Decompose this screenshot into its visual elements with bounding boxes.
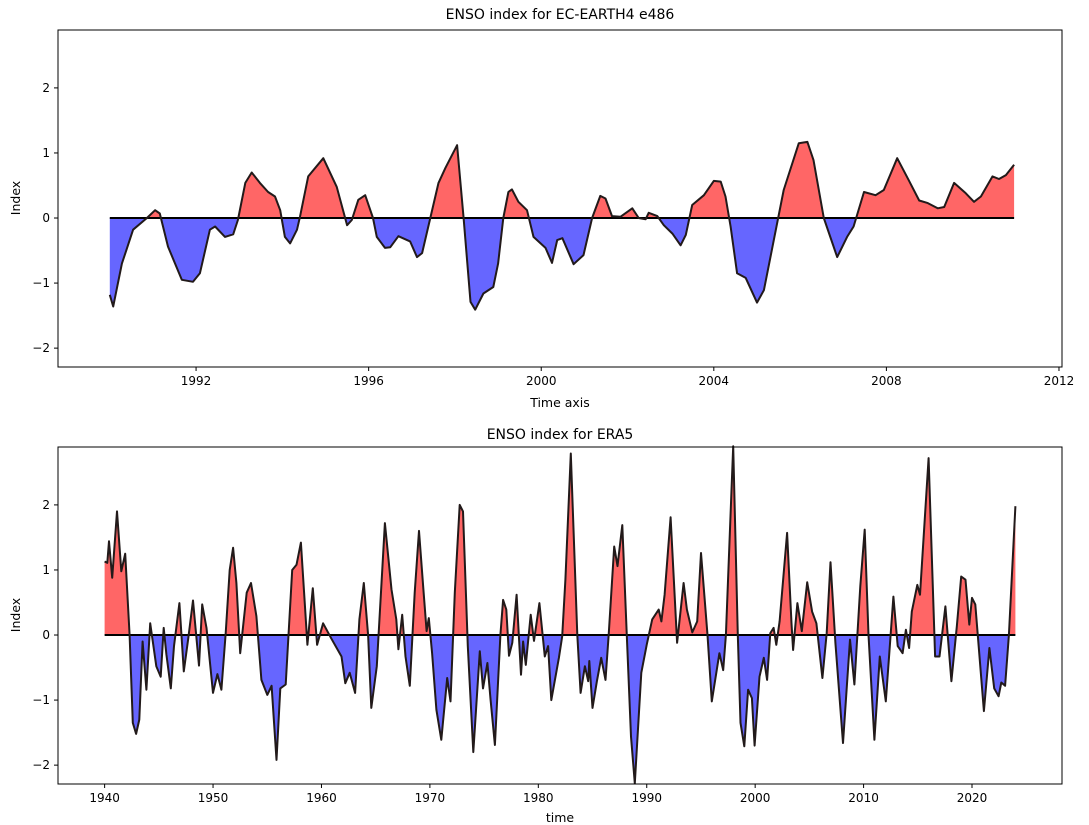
y-tick-label: 2 [42,81,50,95]
x-tick-label: 2008 [871,374,902,388]
x-tick-label: 2020 [957,791,988,805]
panel-era5: ENSO index for ERA5 time Index 1940 1950 1… [8,427,1063,825]
x-tick-label: 2012 [1044,374,1075,388]
x-tick-label: 1940 [89,791,120,805]
negative-area [109,218,857,310]
index-line [108,140,1015,311]
axes-frame [57,446,1063,785]
x-axis-label: time [546,810,575,825]
chart-title: ENSO index for EC-EARTH4 e486 [446,7,675,23]
x-tick-label: 1992 [181,374,212,388]
y-tick-label: 2 [42,498,50,512]
y-tick-label: 1 [42,563,50,577]
y-tick-label: 0 [42,211,50,225]
y-tick-label: −1 [32,693,50,707]
x-tick-label: 2000 [740,791,771,805]
x-axis-label: Time axis [529,395,590,410]
x-tick-label: 1996 [353,374,384,388]
y-axis-label: Index [8,598,23,632]
x-tick-label: 1970 [415,791,446,805]
y-axis-label: Index [8,181,23,215]
y-tick-label: −1 [32,276,50,290]
negative-area [129,635,1009,784]
y-tick-label: −2 [32,341,50,355]
x-tick-label: 1960 [306,791,337,805]
panel-ec-earth4: ENSO index for EC-EARTH4 e486 Time axis … [8,7,1074,410]
chart-title: ENSO index for ERA5 [487,427,634,443]
x-tick-label: 2000 [526,374,557,388]
axes-frame [57,29,1063,368]
x-tick-label: 2004 [699,374,730,388]
y-tick-label: −2 [32,758,50,772]
y-tick-label: 1 [42,146,50,160]
x-tick-label: 2010 [848,791,879,805]
x-tick-label: 1990 [631,791,662,805]
positive-area [104,447,1016,636]
index-line [104,445,1017,785]
y-tick-label: 0 [42,628,50,642]
x-tick-label: 1980 [523,791,554,805]
positive-area [109,141,1015,219]
x-tick-label: 1950 [198,791,229,805]
